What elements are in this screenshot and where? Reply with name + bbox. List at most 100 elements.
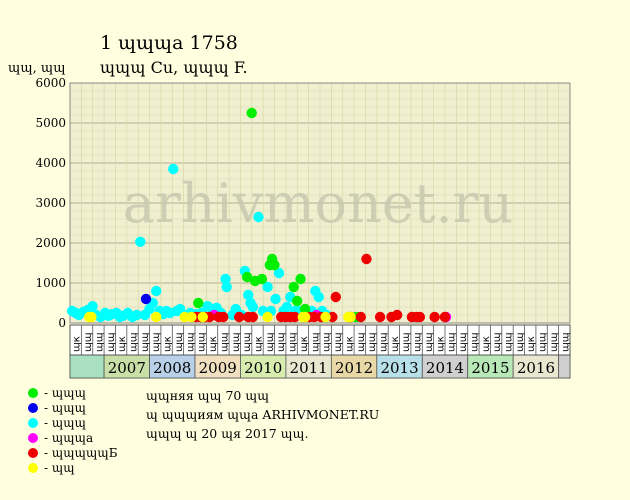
legend-marker [28, 387, 38, 398]
watermark: arhivmonet.ru [123, 172, 513, 235]
data-point-blue [140, 293, 152, 305]
year-label: 2014 [426, 359, 464, 377]
data-point-cyan [131, 309, 143, 321]
legend-marker [28, 402, 38, 413]
chart-subtitle: ɰɰɰ Cu, ɰɰɰ F. [100, 58, 248, 77]
quarter-label: ɰɰ [492, 333, 503, 352]
quarter-label: ɰɰ [106, 333, 117, 352]
data-point-red [361, 253, 372, 265]
quarter-label: ɰɰ [356, 333, 367, 352]
data-point-yellow [299, 311, 311, 323]
quarter-label: ɰɰ [379, 333, 390, 352]
data-point-cyan [87, 301, 98, 312]
legend-item: - ɰɰɰ [28, 385, 118, 400]
data-point-cyan [135, 236, 146, 247]
data-point-red [374, 311, 386, 323]
y-tick-label: 3000 [35, 196, 66, 210]
data-point-cyan [168, 163, 179, 175]
y-tick-label: 0 [58, 316, 66, 330]
year-label: 2011 [290, 359, 328, 377]
legend-label: - ɰɰɰ [44, 385, 87, 400]
quarter-label: ɰɰ [231, 333, 242, 352]
quarter-label: ɰɰ [447, 333, 458, 352]
legend-item: - ɰɰɰ [28, 415, 118, 430]
data-point-green [291, 295, 303, 307]
quarter-label: ɰɰ [276, 333, 287, 352]
data-point-cyan [270, 293, 281, 305]
legend-marker [28, 417, 38, 428]
quarter-label: ɰɰ [94, 333, 105, 352]
quarter-label: ɰɰ [515, 333, 526, 352]
legend: - ɰɰɰ - ɰɰɰ - ɰɰɰ - ɰɰɰа - ɰɰɰɰɰБ - ɰɰ [28, 385, 118, 475]
quarter-label: ɰɰ [197, 333, 208, 352]
quarter-label: ɰк [390, 336, 401, 352]
data-point-red [218, 311, 229, 323]
year-cell [69, 354, 105, 379]
y-tick-label: 4000 [35, 156, 66, 170]
quarter-label: ɰк [208, 336, 219, 352]
quarter-label: ɰɰ [288, 333, 299, 352]
legend-label: - ɰɰɰа [44, 430, 94, 445]
data-point-cyan [262, 281, 273, 293]
quarter-label: ɰк [481, 336, 492, 352]
y-axis-unit-label: ɰɰ, ɰɰ [8, 61, 66, 76]
data-point-green [246, 107, 257, 119]
year-label: 2012 [335, 359, 373, 377]
data-point-green [299, 303, 311, 315]
note-line: ɰ ɰɰɰиям ɰɰа ARHIVMONET.RU [146, 407, 380, 422]
data-point-green [241, 271, 253, 283]
year-label: 2016 [517, 359, 555, 377]
quarter-label: ɰɰ [413, 333, 424, 352]
quarter-label: ɰк [435, 336, 446, 352]
data-point-green [295, 273, 306, 285]
legend-item: - ɰɰ [28, 460, 118, 475]
data-point-green [193, 297, 204, 309]
quarter-label: ɰк [526, 336, 537, 352]
quarter-label: ɰɰ [322, 333, 333, 352]
year-label: 2010 [244, 359, 282, 377]
quarter-label: ɰк [344, 336, 355, 352]
quarter-label: ɰɰ [367, 333, 378, 352]
quarter-label: ɰɰ [140, 333, 151, 352]
year-label: 2015 [471, 359, 509, 377]
quarter-label: ɰк [117, 336, 128, 352]
year-label: 2009 [199, 359, 237, 377]
data-point-red [391, 309, 403, 321]
quarter-label: ɰɰ [560, 333, 571, 352]
data-point-green [256, 273, 268, 285]
data-point-cyan [243, 289, 254, 301]
year-label: 2013 [380, 359, 418, 377]
quarter-label: ɰɰ [538, 333, 549, 352]
quarter-label: ɰɰ [265, 333, 276, 352]
data-point-cyan [273, 267, 285, 279]
note-line: ɰɰняя ɰɰ 70 ɰɰ [146, 388, 270, 403]
year-label: 2007 [108, 359, 146, 377]
legend-item: - ɰɰɰɰɰБ [28, 445, 118, 460]
data-point-yellow [197, 311, 209, 323]
quarter-label: ɰɰ [129, 333, 140, 352]
quarter-label: ɰк [163, 336, 174, 352]
quarter-label: ɰɰ [151, 333, 162, 352]
legend-marker [28, 447, 38, 458]
quarter-label: ɰɰ [185, 333, 196, 352]
quarter-label: ɰɰ [219, 333, 230, 352]
quarter-label: ɰк [72, 336, 83, 352]
data-point-cyan [313, 291, 324, 303]
quarter-label: ɰɰ [333, 333, 344, 352]
quarter-label: ɰɰ [174, 333, 185, 352]
quarter-label: ɰɰ [469, 333, 480, 352]
legend-item: - ɰɰɰа [28, 430, 118, 445]
data-point-red [233, 311, 245, 323]
data-point-red [330, 291, 341, 303]
plot-border [69, 82, 571, 324]
quarter-label: ɰɰ [242, 333, 253, 352]
data-point-cyan [151, 285, 162, 297]
data-point-yellow [345, 311, 356, 323]
year-label: 2008 [153, 359, 191, 377]
y-tick-label: 5000 [35, 116, 66, 130]
quarter-label: ɰк [299, 336, 310, 352]
data-point-cyan [253, 211, 264, 223]
quarter-label: ɰɰ [310, 333, 321, 352]
data-point-cyan [221, 281, 232, 293]
